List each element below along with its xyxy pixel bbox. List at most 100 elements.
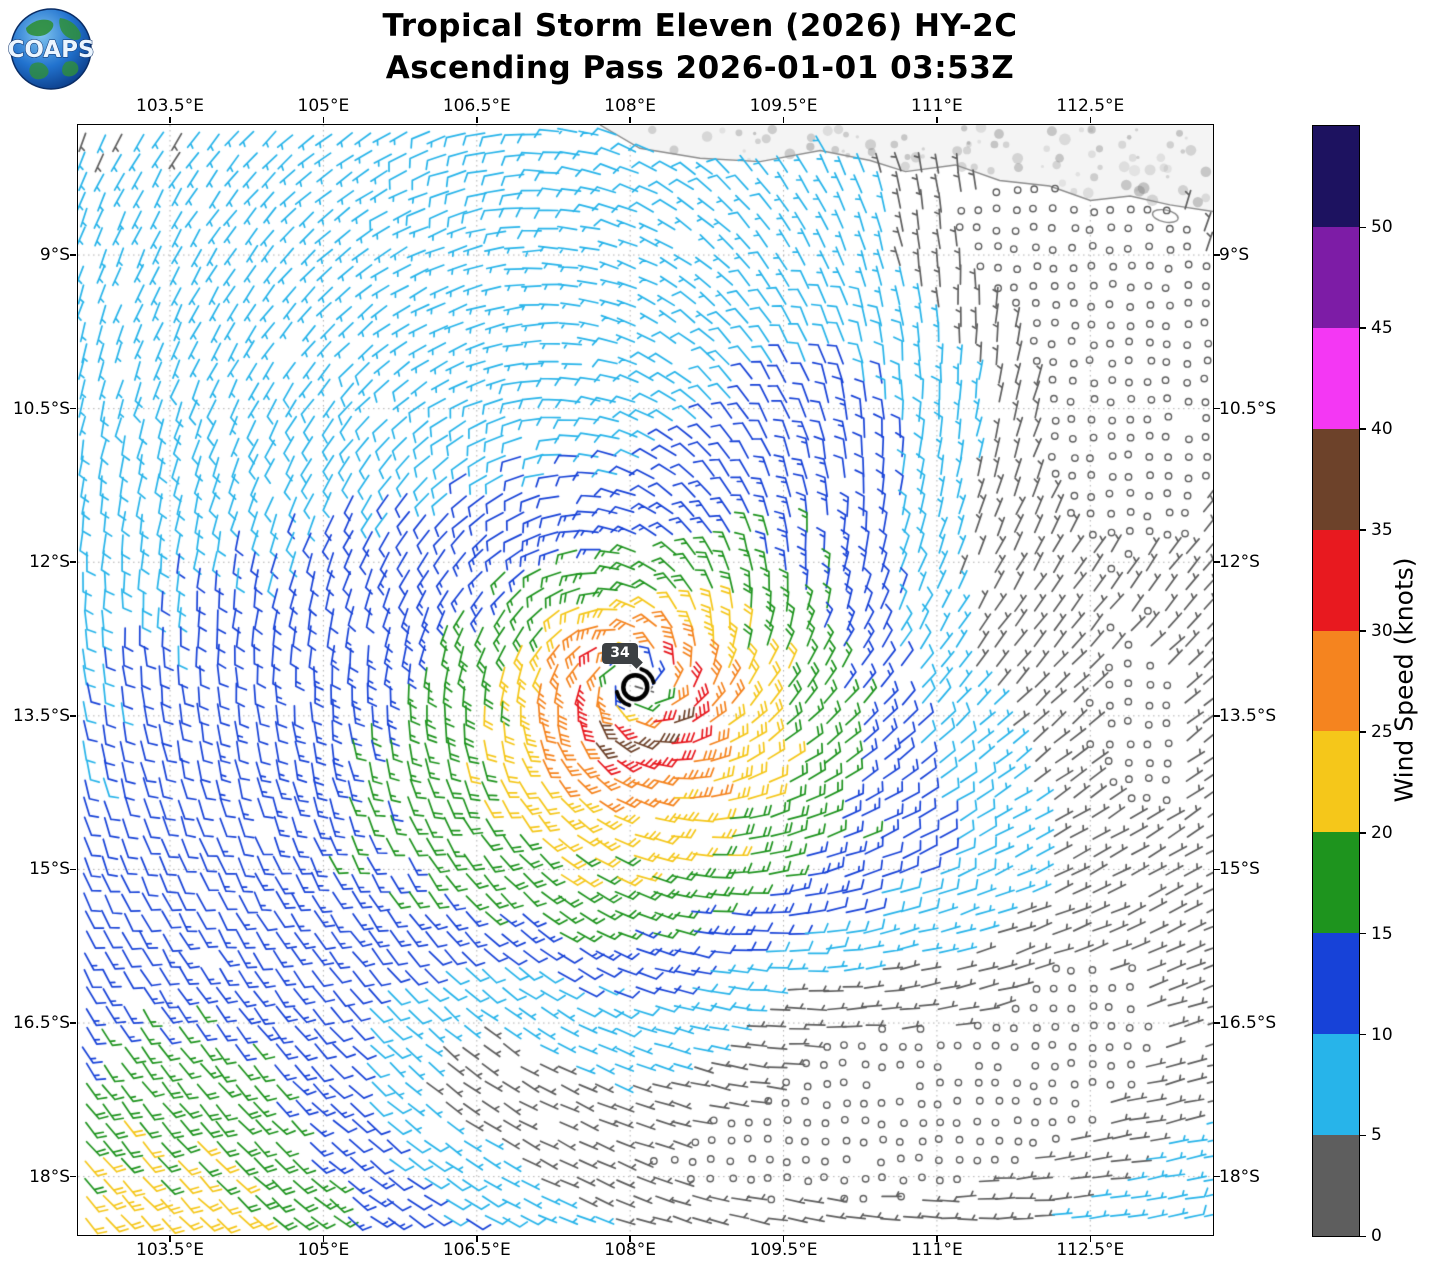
x-tick-label-top: 108°E [604,96,657,116]
colorbar-tick-label: 20 [1371,822,1393,843]
colorbar-tick-label: 5 [1371,1125,1382,1146]
storm-intensity-label: 34 [602,643,638,665]
y-tick-mark [1214,1175,1220,1178]
colorbar-tick-label: 30 [1371,620,1393,641]
y-tick-mark [70,561,76,563]
x-tick-label-top: 106.5°E [442,96,511,116]
y-tick-mark [1214,715,1220,717]
x-tick-mark [169,1236,171,1242]
colorbar-tick-mark [1359,529,1366,531]
x-tick-mark [936,117,938,123]
x-tick-label-bottom: 111°E [911,1240,963,1260]
y-tick-label-right: 12°S [1219,552,1260,573]
y-tick-label-left: 12°S [29,552,70,573]
y-tick-label-left: 10.5°S [12,398,70,419]
y-tick-label-left: 18°S [29,1166,70,1187]
colorbar-tick-label: 10 [1371,1024,1393,1045]
colorbar-segment [1313,1135,1359,1236]
colorbar-segment [1313,529,1359,631]
y-tick-label-left: 13.5°S [12,705,70,726]
x-tick-label-bottom: 109.5°E [749,1240,818,1260]
colorbar-tick-mark [1359,428,1366,430]
y-tick-label-right: 15°S [1219,859,1260,880]
colorbar-segment [1313,126,1359,227]
x-tick-mark [476,117,478,123]
plot-title-line2: Ascending Pass 2026-01-01 03:53Z [385,50,1015,86]
colorbar-tick-mark [1359,226,1366,229]
x-tick-label-top: 111°E [911,96,963,116]
y-tick-mark [1214,868,1220,871]
coaps-logo: COAPS [7,6,95,92]
y-tick-mark [1214,1022,1220,1024]
colorbar-tick-label: 35 [1371,520,1393,541]
coaps-globe-icon: COAPS [7,8,95,90]
colorbar-tick-label: 45 [1371,318,1393,339]
x-tick-label-bottom: 103.5°E [136,1240,204,1260]
x-tick-mark [322,117,325,123]
x-tick-label-top: 105°E [297,96,350,116]
colorbar-tick-label: 0 [1371,1226,1382,1247]
y-tick-mark [1214,254,1220,256]
x-tick-label-top: 112.5°E [1056,96,1125,116]
colorbar-segment [1313,832,1359,934]
colorbar-tick-mark [1359,327,1366,329]
x-tick-label-bottom: 112.5°E [1056,1240,1125,1260]
colorbar-tick-mark [1359,731,1366,733]
y-tick-mark [70,715,76,717]
colorbar-tick-mark [1359,630,1366,632]
wind-field-canvas [78,125,1213,1235]
y-tick-mark [1214,561,1220,563]
x-tick-mark [1089,1236,1092,1242]
colorbar-segment [1313,731,1359,833]
x-tick-mark [782,117,785,123]
colorbar-tick-label: 50 [1371,217,1393,238]
colorbar-tick-label: 15 [1371,923,1393,944]
y-tick-label-right: 9°S [1219,245,1250,266]
y-tick-label-left: 16.5°S [12,1013,70,1034]
colorbar-segment [1313,428,1359,530]
plot-title-line1: Tropical Storm Eleven (2026) HY-2C [382,8,1018,44]
x-tick-mark [782,1236,785,1242]
x-tick-mark [629,117,631,123]
colorbar-segment [1313,630,1359,732]
colorbar-tick-mark [1359,932,1366,935]
colorbar-tick-mark [1359,1033,1366,1036]
colorbar-tick-label: 25 [1371,721,1393,742]
colorbar-segment [1313,226,1359,328]
colorbar-segment [1313,1034,1359,1136]
x-tick-mark [629,1236,631,1242]
x-tick-label-bottom: 108°E [604,1240,657,1260]
x-tick-mark [1089,117,1092,123]
y-tick-mark [70,254,76,256]
y-tick-label-left: 15°S [29,859,70,880]
y-tick-mark [70,1175,76,1178]
colorbar-axis-label: Wind Speed (knots) [1389,557,1419,803]
x-tick-label-bottom: 106.5°E [442,1240,511,1260]
x-tick-label-top: 103.5°E [136,96,204,116]
y-tick-label-right: 16.5°S [1219,1013,1277,1034]
colorbar-tick-mark [1359,832,1366,834]
colorbar [1312,125,1360,1237]
y-tick-mark [70,1022,76,1024]
colorbar-tick-label: 40 [1371,419,1393,440]
colorbar-segment [1313,327,1359,429]
x-tick-label-top: 109.5°E [749,96,818,116]
y-tick-mark [70,868,76,871]
y-tick-mark [1214,407,1220,410]
y-tick-label-left: 9°S [39,245,70,266]
colorbar-tick-mark [1359,1235,1366,1238]
map-plot-frame [77,124,1214,1236]
x-tick-mark [169,117,171,123]
y-tick-label-right: 10.5°S [1219,398,1277,419]
y-tick-label-right: 13.5°S [1219,705,1277,726]
coaps-logo-text: COAPS [8,37,94,63]
x-tick-mark [936,1236,938,1242]
x-tick-mark [476,1236,478,1242]
y-tick-mark [70,407,76,410]
colorbar-segment [1313,933,1359,1035]
colorbar-tick-mark [1359,1134,1366,1137]
y-tick-label-right: 18°S [1219,1166,1260,1187]
x-tick-mark [322,1236,325,1242]
x-tick-label-bottom: 105°E [297,1240,350,1260]
